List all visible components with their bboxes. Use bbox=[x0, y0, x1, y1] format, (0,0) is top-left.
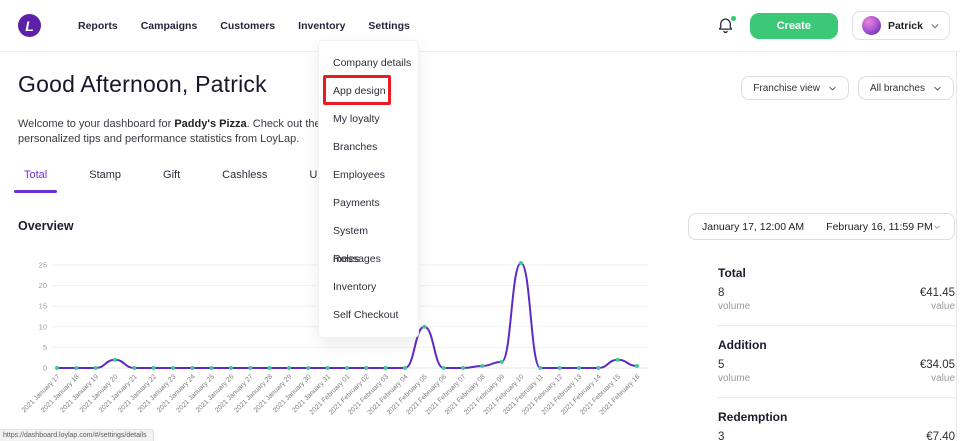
stat-volume-label: volume bbox=[718, 301, 751, 312]
chevron-down-icon bbox=[931, 23, 939, 28]
nav-item-reports[interactable]: Reports bbox=[78, 19, 118, 32]
settings-dropdown-menu: Company details App design My loyalty Branc… bbox=[318, 40, 419, 338]
stat-value: €34.05 bbox=[919, 359, 955, 371]
user-name: Patrick bbox=[887, 19, 923, 32]
stat-volume-label: volume bbox=[718, 373, 751, 384]
welcome-text: Welcome to your dashboard for Paddy's Pi… bbox=[18, 117, 336, 147]
welcome-prefix: Welcome to your dashboard for bbox=[18, 118, 175, 130]
menu-item-branches[interactable]: Branches bbox=[333, 141, 378, 153]
header-right: Create Patrick bbox=[716, 11, 950, 40]
stats-panel: Total 8 €41.45 volume value Addition 5 €34.05 vo… bbox=[718, 266, 955, 441]
stat-values: 3 €7.40 bbox=[718, 431, 955, 441]
page-title: Good Afternoon, Patrick bbox=[18, 71, 267, 97]
product-tabs: TotalStampGiftCashlessUpfront bbox=[14, 169, 356, 193]
menu-item-self-checkout[interactable]: Self Checkout bbox=[333, 309, 399, 321]
stat-section-total: Total 8 €41.45 volume value bbox=[718, 266, 955, 312]
top-nav-bar: L Reports Campaigns Customers Inventory Sett… bbox=[0, 0, 960, 52]
create-button[interactable]: Create bbox=[749, 12, 838, 39]
nav-item-settings[interactable]: Settings bbox=[366, 16, 413, 43]
stat-labels: volume value bbox=[718, 301, 955, 312]
franchise-view-label: Franchise view bbox=[753, 82, 820, 94]
chevron-down-icon bbox=[934, 225, 940, 229]
stat-section-redemption: Redemption 3 €7.40 bbox=[718, 397, 955, 441]
all-branches-label: All branches bbox=[869, 82, 925, 94]
chevron-down-icon bbox=[829, 86, 836, 91]
welcome-suffix: . Check out these personalized tips and … bbox=[18, 118, 333, 145]
main-nav: Reports Campaigns Customers Inventory Settin… bbox=[78, 16, 413, 43]
franchise-view-dropdown[interactable]: Franchise view bbox=[741, 76, 849, 100]
nav-item-inventory[interactable]: Inventory bbox=[298, 19, 346, 32]
svg-text:15: 15 bbox=[39, 302, 47, 311]
nav-item-campaigns[interactable]: Campaigns bbox=[140, 19, 198, 32]
svg-text:0: 0 bbox=[43, 364, 47, 373]
user-menu[interactable]: Patrick bbox=[851, 11, 950, 40]
view-filters: Franchise view All branches bbox=[741, 76, 954, 100]
menu-item-company-details[interactable]: Company details bbox=[333, 57, 412, 69]
notification-dot bbox=[730, 15, 736, 21]
stat-title: Total bbox=[718, 266, 746, 280]
tab-cashless[interactable]: Cashless bbox=[222, 169, 268, 181]
svg-text:20: 20 bbox=[39, 281, 47, 290]
company-name: Paddy's Pizza bbox=[174, 118, 247, 130]
stat-labels: volume value bbox=[718, 373, 955, 384]
avatar bbox=[861, 16, 881, 35]
stat-values: 8 €41.45 bbox=[718, 287, 955, 299]
menu-item-app-design[interactable]: App design bbox=[333, 85, 386, 97]
stat-values: 5 €34.05 bbox=[718, 359, 955, 371]
tab-total[interactable]: Total bbox=[14, 169, 58, 193]
status-bar-link: https://dashboard.loylap.com/#/settings/… bbox=[0, 429, 154, 441]
stat-volume: 3 bbox=[718, 431, 725, 441]
nav-item-customers[interactable]: Customers bbox=[220, 19, 276, 32]
scrollbar-track[interactable] bbox=[956, 40, 957, 441]
loylap-logo[interactable]: L bbox=[18, 14, 41, 37]
stat-section-addition: Addition 5 €34.05 volume value bbox=[718, 325, 955, 384]
all-branches-dropdown[interactable]: All branches bbox=[857, 76, 954, 100]
overview-heading: Overview bbox=[18, 219, 74, 233]
stat-value-label: value bbox=[931, 373, 955, 384]
svg-text:25: 25 bbox=[39, 261, 47, 270]
svg-text:10: 10 bbox=[39, 322, 47, 331]
menu-item-system-messages[interactable]: System messages bbox=[333, 225, 381, 265]
stat-title: Redemption bbox=[718, 410, 788, 424]
svg-text:5: 5 bbox=[43, 343, 47, 352]
tab-stamp[interactable]: Stamp bbox=[89, 169, 122, 181]
stat-value-label: value bbox=[931, 301, 955, 312]
stat-value: €7.40 bbox=[926, 431, 955, 441]
menu-item-inventory[interactable]: Inventory bbox=[333, 281, 377, 293]
chevron-down-icon bbox=[934, 86, 941, 91]
stat-volume: 8 bbox=[718, 287, 725, 299]
menu-item-payments[interactable]: Payments bbox=[333, 197, 380, 209]
menu-item-employees[interactable]: Employees bbox=[333, 169, 385, 181]
menu-item-roles[interactable]: Roles bbox=[333, 253, 360, 265]
date-to: February 16, 11:59 PM bbox=[826, 220, 933, 233]
tab-gift[interactable]: Gift bbox=[163, 169, 181, 181]
menu-item-my-loyalty[interactable]: My loyalty bbox=[333, 113, 380, 125]
stat-volume: 5 bbox=[718, 359, 725, 371]
notifications-bell-icon[interactable] bbox=[716, 15, 736, 36]
stat-title: Addition bbox=[718, 338, 767, 352]
date-from: January 17, 12:00 AM bbox=[702, 220, 805, 233]
stat-value: €41.45 bbox=[919, 287, 955, 299]
date-range-picker[interactable]: January 17, 12:00 AM February 16, 11:59 … bbox=[688, 213, 955, 240]
